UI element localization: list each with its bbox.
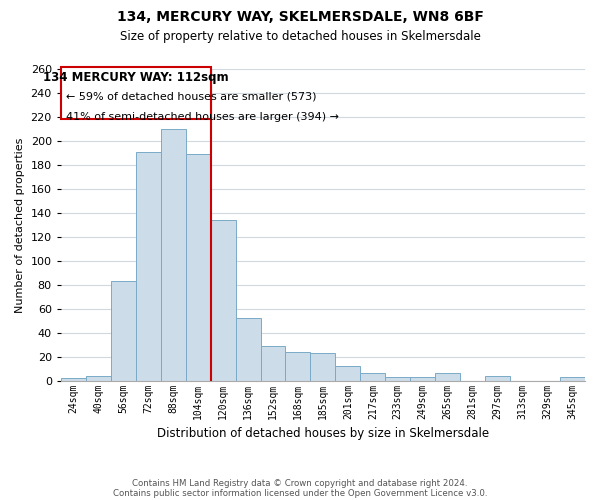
Bar <box>185 154 211 380</box>
Bar <box>260 346 286 380</box>
Bar <box>111 281 136 380</box>
X-axis label: Distribution of detached houses by size in Skelmersdale: Distribution of detached houses by size … <box>157 427 489 440</box>
Text: Size of property relative to detached houses in Skelmersdale: Size of property relative to detached ho… <box>119 30 481 43</box>
FancyBboxPatch shape <box>61 66 211 120</box>
Bar <box>211 220 236 380</box>
Bar <box>335 366 361 380</box>
Bar <box>560 377 585 380</box>
Bar <box>410 377 435 380</box>
Bar <box>385 377 410 380</box>
Text: Contains public sector information licensed under the Open Government Licence v3: Contains public sector information licen… <box>113 488 487 498</box>
Text: 134, MERCURY WAY, SKELMERSDALE, WN8 6BF: 134, MERCURY WAY, SKELMERSDALE, WN8 6BF <box>116 10 484 24</box>
Bar <box>361 374 385 380</box>
Bar <box>286 352 310 380</box>
Bar <box>236 318 260 380</box>
Text: ← 59% of detached houses are smaller (573): ← 59% of detached houses are smaller (57… <box>66 92 317 102</box>
Bar <box>435 374 460 380</box>
Bar <box>485 376 510 380</box>
Bar <box>86 376 111 380</box>
Y-axis label: Number of detached properties: Number of detached properties <box>15 137 25 312</box>
Text: 134 MERCURY WAY: 112sqm: 134 MERCURY WAY: 112sqm <box>43 72 229 85</box>
Bar <box>61 378 86 380</box>
Bar <box>310 353 335 380</box>
Text: Contains HM Land Registry data © Crown copyright and database right 2024.: Contains HM Land Registry data © Crown c… <box>132 478 468 488</box>
Text: 41% of semi-detached houses are larger (394) →: 41% of semi-detached houses are larger (… <box>66 112 339 122</box>
Bar <box>136 152 161 380</box>
Bar <box>161 129 185 380</box>
